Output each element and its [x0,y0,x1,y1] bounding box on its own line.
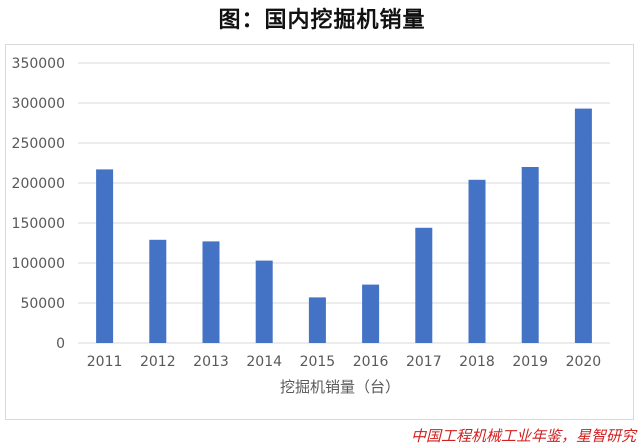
y-tick-label: 250000 [12,136,65,152]
bar-2018 [468,179,486,343]
y-tick-label: 150000 [12,216,65,232]
x-tick-label: 2012 [140,354,176,370]
bar-2019 [521,167,539,343]
x-tick-label: 2011 [87,354,123,370]
bar-2012 [149,239,167,343]
x-tick-label: 2020 [566,354,602,370]
bar-2014 [255,260,273,343]
x-axis-title: 挖掘机销量（台） [280,378,400,396]
x-tick-label: 2015 [300,354,336,370]
y-tick-label: 350000 [12,56,65,72]
y-tick-label: 200000 [12,176,65,192]
x-tick-labels: 2011 2012 2013 2014 2015 2016 2017 2018 2019 2020 [87,354,601,370]
x-tick-label: 2016 [353,354,389,370]
y-tick-labels: 0 50000 100000 150000 200000 250000 300000 3500… [12,56,65,352]
x-tick-label: 2013 [193,354,229,370]
bar-2016 [362,284,380,343]
bars [96,108,592,343]
x-tick-label: 2014 [246,354,282,370]
bar-2017 [415,227,433,343]
y-tick-label: 300000 [12,96,65,112]
gridlines [78,62,610,344]
source-note: 中国工程机械工业年鉴，星智研究 [410,427,636,445]
x-tick-label: 2019 [512,354,548,370]
x-tick-label: 2018 [459,354,495,370]
bar-2013 [202,241,220,343]
chart-title: 图：国内挖掘机销量 [218,8,426,33]
bar-2015 [308,297,326,343]
y-tick-label: 100000 [12,256,65,272]
bar-2020 [574,108,592,343]
y-tick-label: 50000 [20,296,65,312]
x-tick-label: 2017 [406,354,442,370]
bar-2011 [96,169,114,343]
y-tick-label: 0 [56,336,65,352]
